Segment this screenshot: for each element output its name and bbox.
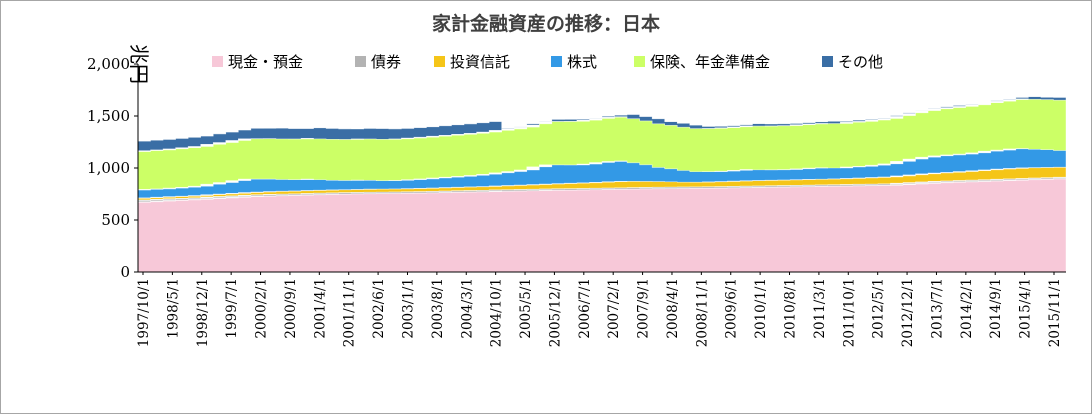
- x-tick-label: 1998/12/1: [195, 278, 211, 347]
- x-tick-label: 2010/8/1: [783, 278, 799, 339]
- legend-swatch-2: [434, 56, 445, 67]
- legend-label-0: 現金・預金: [228, 53, 303, 71]
- area-series-3: [137, 148, 1067, 199]
- legend-label-5: その他: [838, 53, 883, 71]
- legend-label-1: 債券: [371, 53, 401, 71]
- y-axis-label: 兆円: [127, 44, 151, 84]
- x-tick-label: 2015/4/1: [1018, 278, 1034, 339]
- chart-title: 家計金融資産の推移：日本: [432, 12, 660, 35]
- y-tick-label: 1,000: [87, 159, 130, 177]
- x-tick-label: 2006/7/1: [577, 278, 593, 339]
- x-tick-label: 2014/9/1: [988, 278, 1004, 339]
- legend-swatch-4: [634, 56, 645, 67]
- x-tick-label: 2007/9/1: [636, 278, 652, 339]
- area-series-5: [137, 96, 1067, 152]
- area-series-4: [137, 98, 1067, 191]
- x-tick-label: 2004/3/1: [459, 278, 475, 339]
- legend-swatch-1: [355, 56, 366, 67]
- x-tick-label: 2014/2/1: [959, 278, 975, 339]
- x-tick-labels: 1997/10/1 1998/5/1 1998/12/1 1999/7/1 2000/2…: [136, 272, 1063, 347]
- y-tick-label: 500: [101, 211, 130, 229]
- x-tick-label: 2009/6/1: [724, 278, 740, 339]
- x-tick-label: 2003/1/1: [400, 278, 416, 339]
- legend-label-2: 投資信託: [450, 53, 510, 71]
- x-tick-label: 2008/4/1: [665, 278, 681, 339]
- legend: 現金・預金 債券 投資信託 株式 保険、年金準備金 その他: [186, 49, 922, 74]
- x-tick-label: 1997/10/1: [136, 278, 152, 347]
- y-tick-label: 2,000: [87, 55, 130, 73]
- x-tick-label: 1998/5/1: [165, 278, 181, 339]
- y-tick-labels: 0 500 1,000 1,500 2,000: [87, 55, 138, 281]
- x-tick-label: 2015/11/1: [1047, 278, 1063, 347]
- x-tick-label: 2004/10/1: [489, 278, 505, 347]
- legend-swatch-5: [822, 56, 833, 67]
- area-series-group: [137, 96, 1067, 273]
- x-tick-label: 2011/3/1: [812, 278, 828, 339]
- legend-swatch-0: [212, 56, 223, 67]
- x-tick-label: 2005/12/1: [547, 278, 563, 347]
- x-tick-label: 2005/5/1: [518, 278, 534, 339]
- y-tick-label: 1,500: [87, 107, 130, 125]
- x-tick-label: 1999/7/1: [224, 278, 240, 339]
- x-tick-label: 2001/11/1: [342, 278, 358, 347]
- x-tick-label: 2000/2/1: [254, 278, 270, 339]
- x-tick-label: 2013/7/1: [929, 278, 945, 339]
- x-tick-label: 2001/4/1: [312, 278, 328, 339]
- x-tick-label: 2007/2/1: [606, 278, 622, 339]
- x-tick-label: 2008/11/1: [694, 278, 710, 347]
- x-tick-label: 2012/12/1: [900, 278, 916, 347]
- x-tick-label: 2002/6/1: [371, 278, 387, 339]
- x-tick-label: 2011/10/1: [841, 278, 857, 347]
- x-tick-label: 2010/1/1: [753, 278, 769, 339]
- x-tick-label: 2000/9/1: [283, 278, 299, 339]
- legend-label-3: 株式: [567, 53, 597, 71]
- x-tick-label: 2003/8/1: [430, 278, 446, 339]
- y-tick-label: 0: [120, 263, 130, 281]
- legend-swatch-3: [551, 56, 562, 67]
- legend-label-4: 保険、年金準備金: [650, 53, 770, 71]
- x-tick-label: 2012/5/1: [871, 278, 887, 339]
